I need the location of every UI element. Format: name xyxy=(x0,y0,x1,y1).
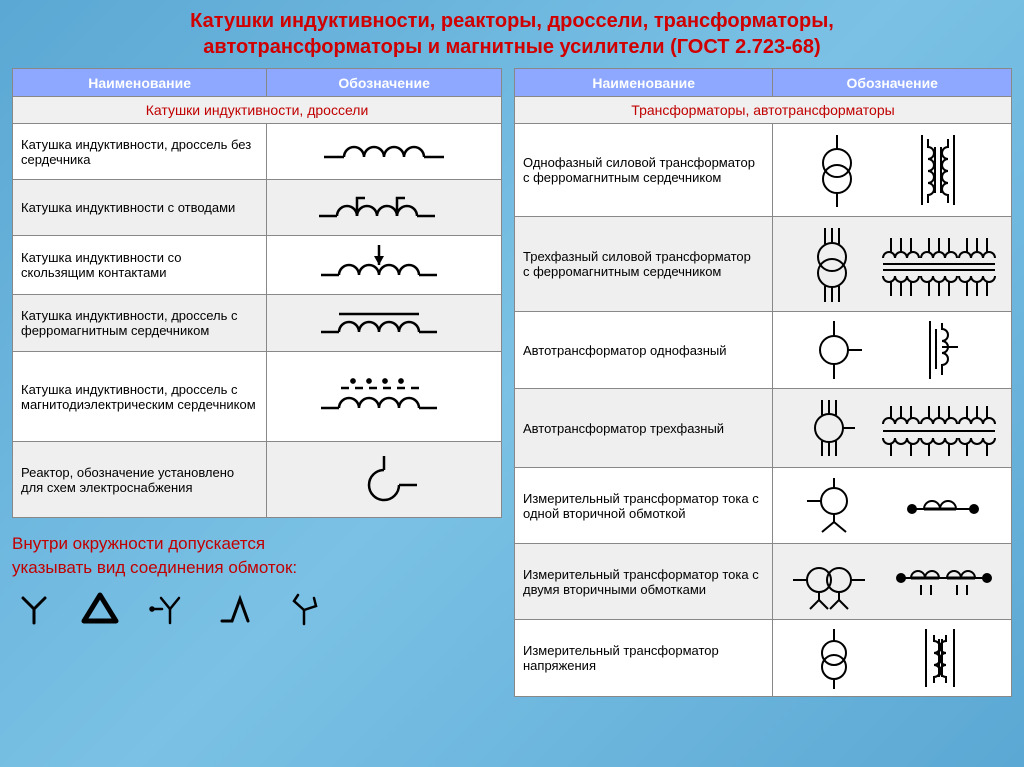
table-row: Автотрансформатор однофазный xyxy=(515,312,1012,389)
row-name: Измерительный трансформатор тока с двумя… xyxy=(515,544,773,620)
table-row: Автотрансформатор трехфазный xyxy=(515,389,1012,468)
title-line-2: автотрансформаторы и магнитные усилители… xyxy=(203,36,820,58)
header-name: Наименование xyxy=(13,69,267,97)
row-name: Измерительный трансформатор тока с одной… xyxy=(515,468,773,544)
zigzag-icon xyxy=(284,590,324,628)
table-row: Измерительный трансформатор тока с двумя… xyxy=(515,544,1012,620)
table-row: Катушка индуктивности, дроссель с магнит… xyxy=(13,352,502,442)
symbol-transformer-1ph xyxy=(773,124,1012,217)
transformers-table: Наименование Обозначение Трансформаторы,… xyxy=(514,68,1012,697)
symbol-inductor-sliding xyxy=(267,236,502,295)
wye-grounded-icon xyxy=(148,591,188,627)
table-row: Трехфазный силовой трансформатор с ферро… xyxy=(515,217,1012,312)
row-name: Катушка индуктивности, дроссель без серд… xyxy=(13,124,267,180)
header-symbol: Обозначение xyxy=(773,69,1012,97)
page-title: Катушки индуктивности, реакторы, дроссел… xyxy=(12,8,1012,60)
table-row: Измерительный трансформатор напряжения xyxy=(515,620,1012,697)
table-row: Катушка индуктивности, дроссель с ферром… xyxy=(13,295,502,352)
row-name: Катушка индуктивности с отводами xyxy=(13,180,267,236)
row-name: Катушка индуктивности со скользящим конт… xyxy=(13,236,267,295)
left-column: Наименование Обозначение Катушки индукти… xyxy=(12,68,502,697)
header-name: Наименование xyxy=(515,69,773,97)
connection-symbols-row xyxy=(12,590,502,628)
symbol-ct-single xyxy=(773,468,1012,544)
table-row: Реактор, обозначение установлено для схе… xyxy=(13,442,502,518)
section-title-left: Катушки индуктивности, дроссели xyxy=(13,97,502,124)
table-header-row: Наименование Обозначение xyxy=(515,69,1012,97)
inductors-table: Наименование Обозначение Катушки индукти… xyxy=(12,68,502,518)
table-row: Катушка индуктивности со скользящим конт… xyxy=(13,236,502,295)
table-header-row: Наименование Обозначение xyxy=(13,69,502,97)
open-delta-icon xyxy=(216,591,256,627)
right-column: Наименование Обозначение Трансформаторы,… xyxy=(514,68,1012,697)
symbol-autotransformer-1ph xyxy=(773,312,1012,389)
symbol-inductor-tapped xyxy=(267,180,502,236)
row-name: Измерительный трансформатор напряжения xyxy=(515,620,773,697)
symbol-inductor-ferro-core xyxy=(267,295,502,352)
row-name: Трехфазный силовой трансформатор с ферро… xyxy=(515,217,773,312)
row-name: Катушка индуктивности, дроссель с магнит… xyxy=(13,352,267,442)
symbol-ct-double xyxy=(773,544,1012,620)
table-row: Катушка индуктивности с отводами xyxy=(13,180,502,236)
table-row: Измерительный трансформатор тока с одной… xyxy=(515,468,1012,544)
tables-container: Наименование Обозначение Катушки индукти… xyxy=(12,68,1012,697)
title-line-1: Катушки индуктивности, реакторы, дроссел… xyxy=(190,10,834,32)
symbol-transformer-3ph xyxy=(773,217,1012,312)
row-name: Однофазный силовой трансформатор с ферро… xyxy=(515,124,773,217)
symbol-autotransformer-3ph xyxy=(773,389,1012,468)
delta-icon xyxy=(80,591,120,627)
symbol-inductor-magdiel-core xyxy=(267,352,502,442)
table-row: Катушка индуктивности, дроссель без серд… xyxy=(13,124,502,180)
row-name: Катушка индуктивности, дроссель с ферром… xyxy=(13,295,267,352)
symbol-vt xyxy=(773,620,1012,697)
note-line-2: указывать вид соединения обмоток: xyxy=(12,558,297,577)
row-name: Автотрансформатор трехфазный xyxy=(515,389,773,468)
wye-icon xyxy=(16,591,52,627)
page: Катушки индуктивности, реакторы, дроссел… xyxy=(0,0,1024,705)
note-text: Внутри окружности допускается указывать … xyxy=(12,532,502,580)
section-title-right: Трансформаторы, автотрансформаторы xyxy=(515,97,1012,124)
section-row: Трансформаторы, автотрансформаторы xyxy=(515,97,1012,124)
table-row: Однофазный силовой трансформатор с ферро… xyxy=(515,124,1012,217)
row-name: Автотрансформатор однофазный xyxy=(515,312,773,389)
section-row: Катушки индуктивности, дроссели xyxy=(13,97,502,124)
symbol-inductor-plain xyxy=(267,124,502,180)
symbol-reactor xyxy=(267,442,502,518)
header-symbol: Обозначение xyxy=(267,69,502,97)
row-name: Реактор, обозначение установлено для схе… xyxy=(13,442,267,518)
note-line-1: Внутри окружности допускается xyxy=(12,534,265,553)
